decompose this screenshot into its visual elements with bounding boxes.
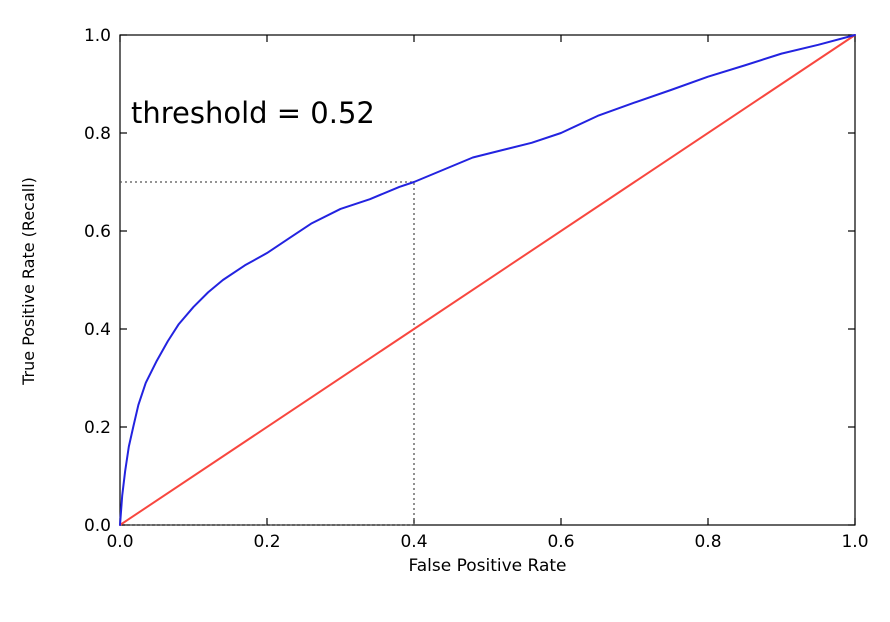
x-tick-label: 0.8 [694,532,721,552]
chance-diagonal-line [119,34,856,526]
x-tick-label: 0.4 [400,532,427,552]
x-tick-label: 0.0 [106,532,133,552]
y-tick-label: 0.6 [84,222,111,242]
threshold-annotation: threshold = 0.52 [131,96,375,130]
plot-border [119,34,856,526]
y-tick-label: 0.8 [84,124,111,144]
y-tick-label: 0.4 [84,320,111,340]
y-tick-label: 1.0 [84,26,111,46]
y-axis-label: True Positive Rate (Recall) [19,177,38,385]
x-tick-label: 0.2 [253,532,280,552]
y-tick-label: 0.0 [84,516,111,536]
x-tick-label: 0.6 [547,532,574,552]
roc-curve-line [119,34,856,526]
x-axis-label: False Positive Rate [408,556,567,576]
x-tick-label: 1.0 [841,532,868,552]
y-tick-label: 0.2 [84,418,111,438]
